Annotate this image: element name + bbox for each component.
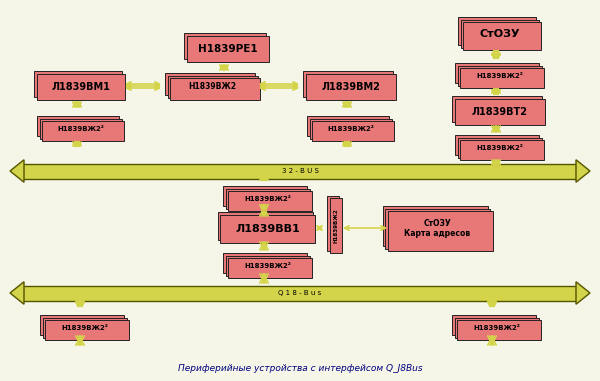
Text: Н1839ВЖ2²: Н1839ВЖ2² [61,325,108,330]
Bar [223,253,307,273]
Text: Л1839ВВ1: Л1839ВВ1 [235,224,300,234]
Bar [310,118,392,139]
Bar [383,206,487,246]
Bar [460,68,544,88]
Bar [455,135,539,155]
Bar [458,17,536,45]
Bar [327,195,339,250]
Bar [452,96,542,122]
Bar [187,35,269,61]
Bar [22,285,578,301]
Text: Н1839РЕ1: Н1839РЕ1 [197,43,257,53]
Bar [458,138,542,157]
Bar [40,118,121,139]
Text: Периферийные устройства с интерфейсом Q_J8Bus: Периферийные устройства с интерфейсом Q_… [178,364,422,373]
Bar [329,198,341,253]
Bar [228,191,312,211]
Text: Н1839ВЖ2: Н1839ВЖ2 [188,82,236,91]
Bar [455,63,539,83]
Text: Н1839ВЖ2²: Н1839ВЖ2² [244,195,291,202]
Text: Н1839ВЖ2: Н1839ВЖ2 [333,208,338,243]
Text: Л1839ВМ2: Л1839ВМ2 [321,82,380,91]
FancyArrow shape [576,160,590,182]
Bar [312,121,394,141]
Bar [452,315,536,335]
Bar [303,71,393,97]
Bar [226,189,310,208]
Text: Н1839ВЖ2²: Н1839ВЖ2² [476,144,523,150]
Bar [228,258,312,278]
Text: Q 1 8 - B u s: Q 1 8 - B u s [278,290,322,296]
Bar [385,208,490,248]
Bar [22,163,578,179]
Bar [457,320,541,340]
Bar [167,75,257,98]
Bar [220,215,315,242]
Text: Л1839ВТ2: Л1839ВТ2 [472,107,527,117]
Bar [170,78,260,100]
Bar [165,73,255,95]
Bar [184,33,266,59]
Bar [40,315,124,335]
Bar [43,317,127,338]
Bar [307,116,389,136]
Text: СтОЗУ
Карта адресов: СтОЗУ Карта адресов [404,219,470,238]
Bar [223,186,307,206]
Bar [461,19,539,48]
Bar [226,256,310,275]
Bar [218,212,313,240]
Text: Н1839ВЖ2²: Н1839ВЖ2² [244,263,291,269]
Bar [455,317,539,338]
Bar [37,74,125,99]
Text: Н1839ВЖ2²: Н1839ВЖ2² [327,125,374,131]
Bar [455,99,545,125]
Bar [463,22,541,50]
Bar [388,211,493,251]
FancyArrow shape [10,282,24,304]
Bar [42,121,124,141]
Bar [37,116,119,136]
Text: Н1839ВЖ2²: Н1839ВЖ2² [57,125,104,131]
Text: СтОЗУ: СтОЗУ [479,29,520,38]
Bar [45,320,129,340]
FancyArrow shape [10,160,24,182]
Bar [305,74,395,99]
Text: Н1839ВЖ2²: Н1839ВЖ2² [476,72,523,78]
FancyArrow shape [576,282,590,304]
Text: Н1839ВЖ2²: Н1839ВЖ2² [473,325,520,330]
Bar [458,66,542,85]
Text: 3 2 - B U S: 3 2 - B U S [281,168,319,174]
Text: Л1839ВМ1: Л1839ВМ1 [51,82,110,91]
Bar [460,140,544,160]
Bar [34,71,122,97]
